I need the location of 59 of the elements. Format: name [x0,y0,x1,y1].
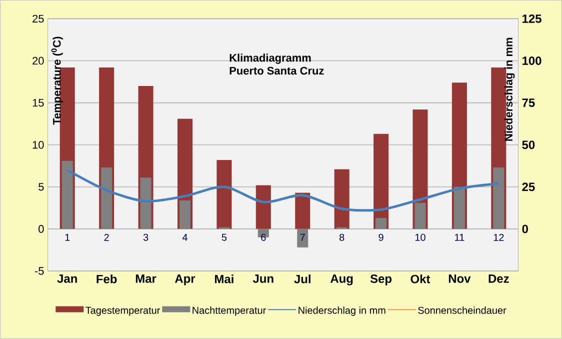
x-tick-label: Jan [57,274,77,283]
bar [179,200,190,230]
y-tick-label: 15 [32,99,44,107]
x-tick-label: Nov [448,274,471,283]
y-tick-label: 10 [32,141,44,149]
y2-tick-label: 50 [522,140,535,150]
y2-tick-label: 25 [522,182,535,192]
annotation: 11 [455,234,464,241]
line-series [66,168,500,212]
annotation: 5 [222,234,227,241]
bar [62,160,73,230]
annotation: 9 [378,234,384,241]
annotation: 1 [65,234,70,241]
bar [101,168,112,230]
legend-label: Nachttemperatur [192,306,266,316]
text: Puerto Santa Cruz [230,66,324,75]
y2-tick-label: 100 [522,56,542,66]
bar [454,187,465,230]
y2-tick-label: 0 [522,224,528,234]
bar [216,160,232,230]
x-tick-label: Dez [488,274,509,283]
bar [493,168,504,230]
bar [256,185,271,230]
y-tick-label: 25 [32,14,44,23]
bar [414,202,426,230]
bar [297,229,308,248]
annotation: 10 [415,234,426,241]
annotation: 6 [261,234,266,241]
annotation: 3 [143,234,148,241]
x-tick-label: Jun [252,274,274,283]
legend-label: Niederschlag in mm [298,306,386,316]
x-tick-label: Sep [370,274,392,286]
legend-label: Tagestemperatur [86,307,160,316]
x-tick-label: Mai [215,274,234,284]
bar [334,169,350,230]
y2-tick-label: 75 [522,98,535,108]
bar [140,178,152,230]
y-axis-title: Temperature ($^{0}$C) [51,36,63,125]
bar [295,192,310,230]
y2-axis-title: Niederschlag in mm [504,38,515,141]
y-tick-label: 5 [38,183,44,191]
x-tick-label: Aug [330,274,353,286]
annotation: 8 [339,234,344,241]
bar [376,218,387,230]
x-tick-label: Apr [174,274,196,286]
x-tick-label: Okt [410,274,430,284]
annotation: 4 [182,234,188,241]
annotation: 2 [104,234,109,241]
y-tick-label: 20 [32,57,44,65]
y-tick-label: 0 [38,225,44,233]
legend-label: Sonnenscheindauer [418,306,506,314]
x-tick-label: Feb [96,274,117,284]
annotation: 7 [300,234,305,241]
x-tick-label: Mar [136,274,156,283]
y2-tick-label: 125 [522,14,542,24]
y-tick-label: -5 [34,267,44,275]
annotation: 12 [494,234,504,241]
text: Klimadiagramm [230,54,311,64]
x-tick-label: Jul [294,274,310,284]
